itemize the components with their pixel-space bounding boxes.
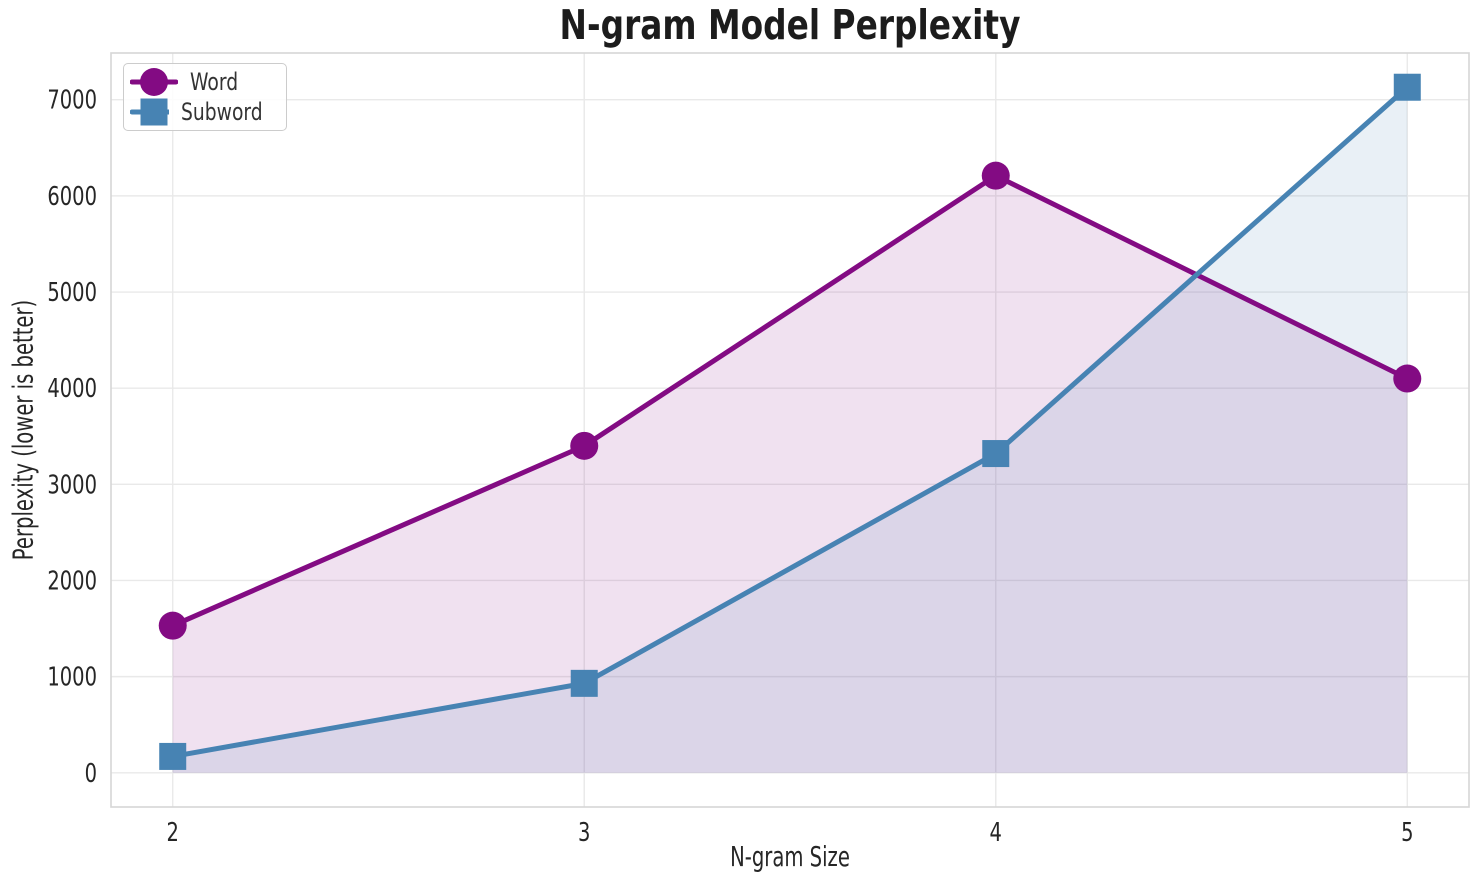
line-word <box>170 173 1410 629</box>
marker-subword <box>570 669 598 697</box>
plot-border <box>110 52 1470 808</box>
line-subword <box>170 84 1410 759</box>
markers-word <box>158 161 1422 640</box>
word-line-marker-sample <box>130 68 178 96</box>
y-axis-label: Perplexity (lower is better) <box>6 299 40 561</box>
legend-item-subword: Subword <box>130 97 286 127</box>
y-tick-label: 6000 <box>47 182 97 211</box>
marker-subword <box>982 440 1010 468</box>
y-tick-label: 1000 <box>47 663 97 692</box>
x-tick-labels: 2 3 4 5 <box>167 818 1414 847</box>
legend-label-word: Word <box>190 68 239 96</box>
marker-word <box>981 161 1010 190</box>
y-tick-labels: 0 1000 2000 3000 4000 5000 6000 7000 <box>47 86 97 788</box>
area-subword <box>172 87 1408 773</box>
area-word <box>172 175 1408 773</box>
y-tick-label: 7000 <box>47 86 97 115</box>
marker-subword <box>159 742 187 770</box>
markers-subword <box>159 73 1421 770</box>
chart-title: N-gram Model Perplexity <box>559 1 1021 49</box>
y-tick-label: 4000 <box>47 375 97 404</box>
marker-word <box>158 611 187 640</box>
y-tick-label: 3000 <box>47 471 97 500</box>
legend-label-subword: Subword <box>181 98 263 126</box>
y-tick-label: 0 <box>85 759 97 788</box>
legend: Word Subword <box>123 63 287 131</box>
x-tick-label: 4 <box>990 818 1002 847</box>
marker-word <box>1393 364 1422 393</box>
x-tick-label: 5 <box>1401 818 1413 847</box>
x-axis-label: N-gram Size <box>730 840 850 873</box>
legend-item-word: Word <box>130 67 286 97</box>
x-tick-label: 3 <box>578 818 590 847</box>
y-tick-label: 5000 <box>47 278 97 307</box>
marker-subword <box>1393 73 1421 101</box>
y-tick-label: 2000 <box>47 567 97 596</box>
subword-line-marker-sample <box>130 98 170 126</box>
marker-word <box>570 431 599 460</box>
x-tick-label: 2 <box>167 818 179 847</box>
